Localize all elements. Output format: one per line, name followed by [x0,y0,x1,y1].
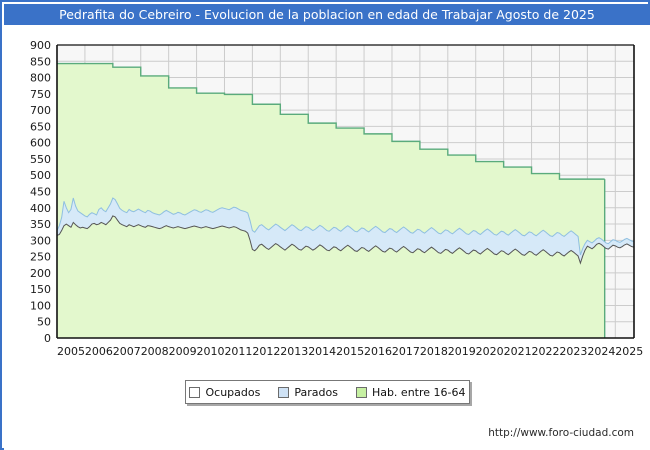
x-axis-tick-label: 2018 [420,345,448,358]
y-axis-tick-label: 50 [37,316,51,329]
legend-label-parados: Parados [294,385,338,399]
x-axis-tick-label: 2015 [336,345,364,358]
page-title: Pedrafita do Cebreiro - Evolucion de la … [59,7,595,22]
x-axis-tick-label: 2009 [169,345,197,358]
y-axis-tick-label: 0 [44,332,51,345]
x-axis-tick-label: 2025 [615,345,643,358]
y-axis-tick-label: 800 [30,72,51,85]
y-axis-tick-label: 550 [30,153,51,166]
x-axis-tick-label: 2012 [252,345,280,358]
y-axis-tick-label: 450 [30,186,51,199]
x-axis-tick-label: 2020 [476,345,504,358]
x-axis-tick-label: 2010 [197,345,225,358]
x-axis-tick-label: 2024 [587,345,615,358]
legend-label-ocupados: Ocupados [205,385,261,399]
legend-item-habitantes[interactable]: Hab. entre 16-64 [355,385,466,399]
y-axis-tick-label: 850 [30,55,51,68]
y-axis-tick-label: 350 [30,218,51,231]
legend-swatch-icon-ocupados [189,386,201,398]
y-axis-tick-label: 250 [30,251,51,264]
window-title-bar: Pedrafita do Cebreiro - Evolucion de la … [4,4,650,25]
area-hab-entre-16-64 [57,63,605,338]
y-axis-tick-label: 400 [30,202,51,215]
y-axis-tick-label: 200 [30,267,51,280]
x-axis-tick-label: 2014 [308,345,336,358]
legend-swatch-icon-parados [278,386,290,398]
x-axis-tick-label: 2021 [504,345,532,358]
legend-label-habitantes: Hab. entre 16-64 [371,385,466,399]
x-axis-tick-label: 2007 [113,345,141,358]
x-axis-tick-label: 2005 [57,345,85,358]
legend-item-parados[interactable]: Parados [278,386,338,399]
x-axis-tick-label: 2016 [364,345,392,358]
y-axis-tick-label: 500 [30,169,51,182]
x-axis-tick-label: 2017 [392,345,420,358]
y-axis-tick-label: 700 [30,104,51,117]
x-axis-tick-label: 2008 [141,345,169,358]
line-hab-entre-16-64 [57,62,605,180]
y-axis-tick-label: 650 [30,120,51,133]
chart-container: 0 50 100 150 200 250 300 350 400 450 500 550 600 650 7… [4,25,650,450]
line-parados [56,197,635,256]
x-axis-tick-label: 2011 [224,345,252,358]
y-axis-tick-label: 100 [30,299,51,312]
legend-swatch-icon-habitantes [355,386,367,398]
y-axis-tick-label: 750 [30,88,51,101]
y-axis-tick-label: 150 [30,283,51,296]
legend-item-ocupados[interactable]: Ocupados [189,386,260,399]
y-axis-tick-label: 600 [30,137,51,150]
x-axis-tick-label: 2013 [280,345,308,358]
footer: http://www.foro-ciudad.com [2,427,648,439]
source-url: http://www.foro-ciudad.com [488,427,634,439]
x-axis-tick-label: 2019 [448,345,476,358]
area-parados [57,198,634,264]
population-chart: 0 50 100 150 200 250 300 350 400 450 500 550 600 650 7… [30,39,643,358]
chart-legend: Ocupados Parados Hab. entre 16-64 [185,380,470,404]
x-axis-tick-label: 2022 [532,345,560,358]
x-axis-tick-label: 2023 [559,345,587,358]
line-ocupados [56,215,635,265]
y-axis-tick-label: 900 [30,39,51,52]
x-axis-tick-label: 2006 [85,345,113,358]
y-axis-tick-label: 300 [30,234,51,247]
